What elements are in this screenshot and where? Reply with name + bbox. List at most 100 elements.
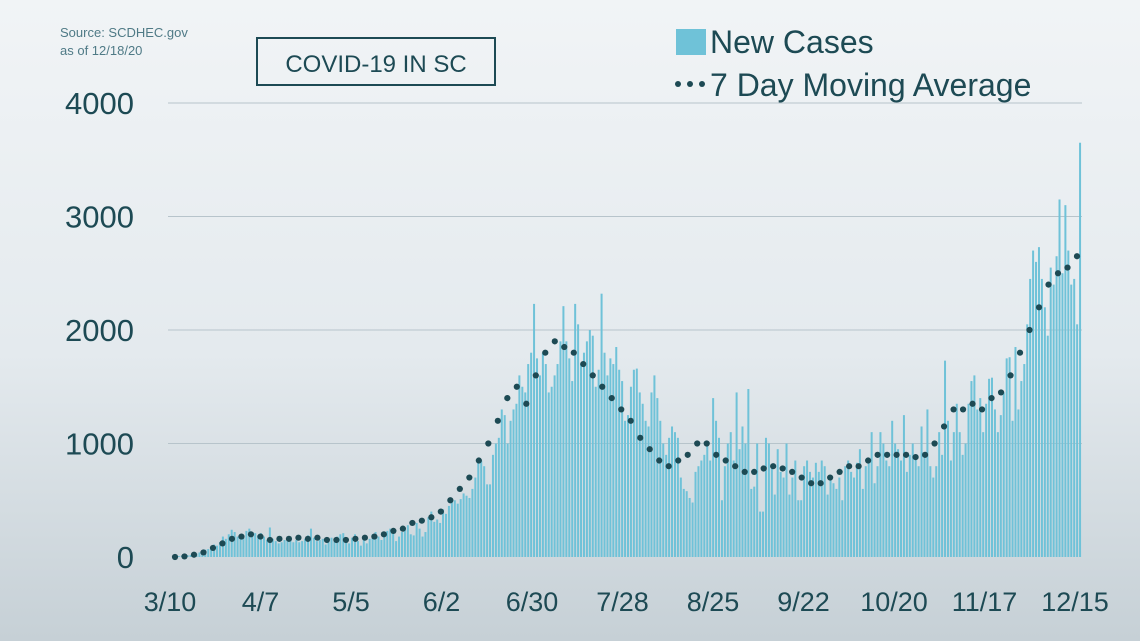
moving-average-point xyxy=(190,551,198,558)
bar xyxy=(330,537,333,557)
bar xyxy=(318,539,321,557)
bar xyxy=(888,466,891,557)
bar xyxy=(650,392,653,557)
y-tick-label: 2000 xyxy=(65,313,134,348)
moving-average-point xyxy=(561,343,568,351)
bar xyxy=(976,409,979,557)
bar xyxy=(298,542,301,557)
bar xyxy=(556,364,559,557)
bar xyxy=(744,443,747,557)
bar xyxy=(662,443,665,557)
bar xyxy=(354,534,356,557)
moving-average-point xyxy=(466,474,473,481)
bar xyxy=(315,541,318,557)
moving-average-point xyxy=(532,372,539,379)
bar xyxy=(665,454,668,557)
bar xyxy=(926,409,929,557)
moving-average-dots xyxy=(171,253,1081,561)
bar xyxy=(958,432,961,557)
bar xyxy=(641,403,644,557)
bar xyxy=(248,528,251,558)
bar xyxy=(900,460,902,557)
bar xyxy=(336,536,339,557)
bar xyxy=(530,352,533,557)
bar xyxy=(186,555,189,557)
moving-average-point xyxy=(352,535,359,542)
moving-average-point xyxy=(1026,326,1033,334)
bar xyxy=(685,491,688,557)
bar xyxy=(324,544,327,557)
bar xyxy=(993,409,996,557)
moving-average-point xyxy=(228,535,236,542)
bar xyxy=(409,534,412,557)
moving-average-point xyxy=(570,349,577,356)
bar xyxy=(870,432,873,557)
bar xyxy=(946,420,949,557)
moving-average-point xyxy=(808,480,815,487)
moving-average-point xyxy=(437,508,444,515)
bar xyxy=(600,293,603,557)
moving-average-point xyxy=(751,468,758,475)
bar xyxy=(785,443,788,557)
bar xyxy=(374,532,377,557)
source-line-2: as of 12/18/20 xyxy=(60,43,142,58)
bar xyxy=(703,454,706,557)
bar xyxy=(732,460,735,557)
bar xyxy=(800,500,803,557)
bar xyxy=(1040,278,1043,557)
x-tick-label: 12/15 xyxy=(1041,587,1109,617)
bar xyxy=(803,466,806,557)
chart-title-box xyxy=(256,37,496,86)
bar xyxy=(767,443,770,557)
moving-average-point xyxy=(428,514,435,521)
bar xyxy=(1020,381,1023,557)
bar xyxy=(1058,199,1061,558)
bar xyxy=(999,415,1002,558)
moving-average-point xyxy=(494,417,501,424)
bar xyxy=(624,420,627,557)
bar xyxy=(500,409,503,557)
bar xyxy=(762,511,765,557)
bar xyxy=(914,454,917,557)
bar xyxy=(1070,284,1073,557)
moving-average-point xyxy=(694,440,701,447)
bar xyxy=(521,386,524,557)
moving-average-point xyxy=(257,533,264,540)
bar xyxy=(1046,335,1049,557)
moving-average-point xyxy=(314,534,321,541)
bar xyxy=(588,330,591,557)
bar xyxy=(988,378,991,557)
bar xyxy=(471,488,474,557)
bar xyxy=(715,420,718,557)
bar xyxy=(189,554,192,557)
bar xyxy=(949,460,952,557)
moving-average-point xyxy=(580,360,587,368)
bar xyxy=(524,392,527,557)
bar xyxy=(773,494,776,557)
bar xyxy=(577,324,580,557)
bar xyxy=(996,432,999,557)
bar xyxy=(312,537,315,557)
bar xyxy=(406,525,409,557)
bar xyxy=(365,543,368,557)
bar xyxy=(480,460,483,557)
moving-average-point xyxy=(219,540,226,547)
bar xyxy=(1005,358,1008,558)
bar xyxy=(1043,307,1046,557)
moving-average-point xyxy=(703,440,710,447)
bar xyxy=(706,443,709,557)
bar xyxy=(1052,284,1055,557)
bar xyxy=(729,432,732,557)
bar xyxy=(1049,267,1052,557)
bar xyxy=(905,471,908,558)
bar xyxy=(309,528,312,558)
bar xyxy=(538,375,541,557)
bar xyxy=(257,535,260,557)
bar xyxy=(380,539,383,557)
bar xyxy=(327,542,330,557)
moving-average-point xyxy=(276,535,283,542)
moving-average-point xyxy=(209,544,217,552)
moving-average-point xyxy=(504,395,511,402)
moving-average-point xyxy=(893,451,900,458)
bar xyxy=(292,542,295,557)
